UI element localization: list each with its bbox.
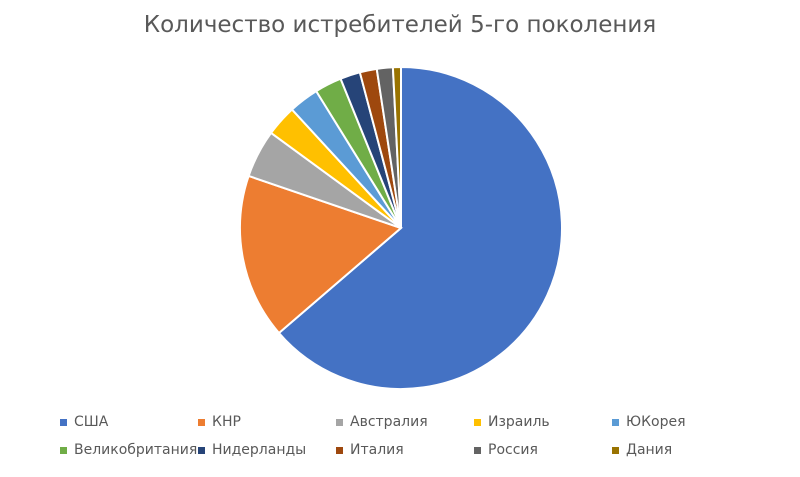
legend-item: Дания <box>612 440 750 460</box>
legend-swatch <box>198 418 205 426</box>
legend-swatch <box>336 418 343 426</box>
legend-item: ЮКорея <box>612 412 750 432</box>
legend-label: Италия <box>350 442 404 458</box>
chart-title: Количество истребителей 5-го поколения <box>143 12 657 38</box>
legend-label: Великобритания <box>74 442 198 458</box>
pie-slice-0 <box>277 65 563 390</box>
legend-item: КНР <box>198 412 336 432</box>
legend: США КНР Австралия Израиль ЮКорея Великобритан… <box>60 412 760 460</box>
legend-item: Нидерланды <box>198 440 336 460</box>
legend-label: Россия <box>488 442 538 458</box>
legend-item: Израиль <box>474 412 612 432</box>
legend-label: ЮКорея <box>626 414 686 430</box>
legend-swatch <box>474 418 481 426</box>
legend-label: Австралия <box>350 414 428 430</box>
legend-swatch <box>60 446 67 454</box>
legend-item: Россия <box>474 440 612 460</box>
legend-swatch <box>612 446 619 454</box>
legend-swatch <box>198 446 205 454</box>
legend-label: США <box>74 414 109 430</box>
legend-item: США <box>60 412 198 432</box>
legend-swatch <box>612 418 619 426</box>
legend-label: Израиль <box>488 414 550 430</box>
legend-item: Италия <box>336 440 474 460</box>
legend-label: КНР <box>212 414 241 430</box>
legend-swatch <box>60 418 67 426</box>
legend-item: Австралия <box>336 412 474 432</box>
legend-label: Дания <box>626 442 673 458</box>
legend-swatch <box>474 446 481 454</box>
legend-swatch <box>336 446 343 454</box>
legend-item: Великобритания <box>60 440 198 460</box>
pie-slice-9 <box>391 65 402 229</box>
legend-label: Нидерланды <box>212 442 307 458</box>
